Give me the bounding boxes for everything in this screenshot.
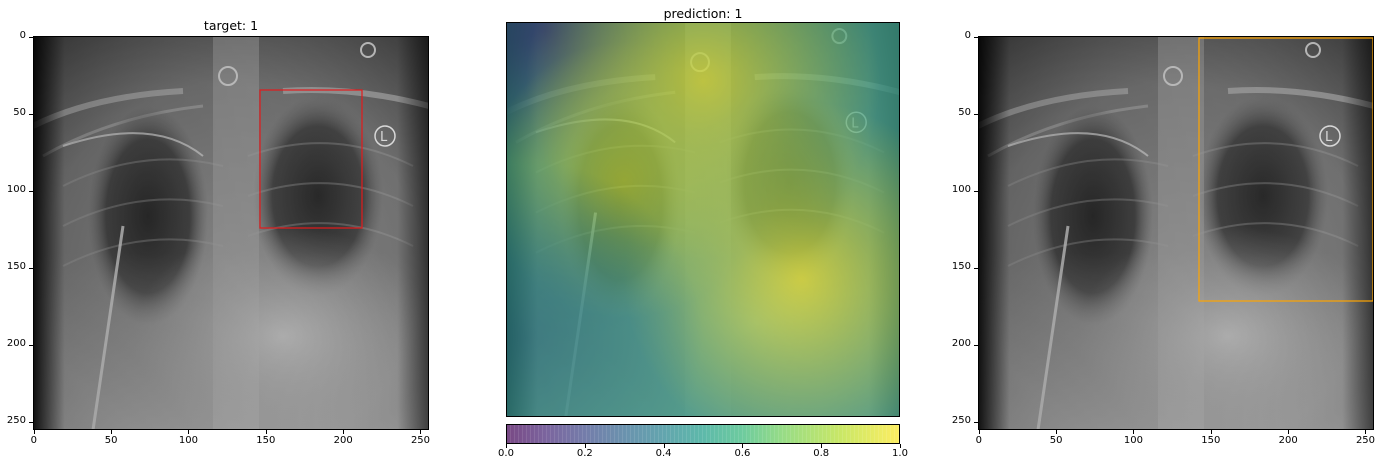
y-tick-label-output: 200: [951, 337, 971, 349]
xray-svg-output: [978, 36, 1374, 430]
y-tick-label-target: 0: [19, 29, 26, 41]
x-tick-mark-output: [1133, 430, 1135, 434]
y-tick-mark-output: [974, 421, 978, 423]
x-tick-label-output: 250: [1355, 435, 1376, 446]
colorbar-tick-mark: [506, 444, 507, 448]
y-tick-mark-target: [29, 421, 33, 423]
x-tick-mark-output: [1210, 430, 1212, 434]
y-tick-mark-target: [29, 267, 33, 269]
y-tick-mark-output: [974, 190, 978, 192]
y-tick-mark-output: [974, 344, 978, 346]
x-tick-label-output: 100: [1123, 435, 1143, 446]
y-tick-label-target: 250: [6, 414, 26, 426]
x-tick-mark-output: [1365, 430, 1367, 434]
y-tick-label-output: 100: [951, 183, 971, 195]
y-tick-label-output: 0: [964, 29, 971, 41]
colorbar-tick-label: 0.8: [813, 448, 830, 459]
x-tick-mark-target: [111, 430, 113, 434]
colorbar-tick-mark: [821, 444, 823, 448]
x-tick-mark-target: [265, 430, 267, 434]
x-tick-label-target: 50: [104, 435, 118, 446]
x-tick-mark-output: [1288, 430, 1290, 434]
y-tick-mark-target: [29, 36, 33, 38]
x-tick-mark-target: [420, 430, 422, 434]
colorbar-tick-label: 0.6: [734, 448, 751, 459]
xray-svg-target: [33, 36, 429, 430]
x-tick-label-target: 0: [30, 435, 37, 446]
colorbar: [506, 424, 900, 444]
x-tick-label-target: 150: [256, 435, 276, 446]
colorbar-tick-mark: [584, 444, 586, 448]
x-tick-mark-target: [188, 430, 190, 434]
colorbar-tick-mark: [900, 444, 901, 448]
colorbar-tick-label: 0.4: [655, 448, 672, 459]
y-tick-mark-target: [29, 113, 33, 115]
y-tick-label-target: 100: [6, 183, 26, 195]
y-tick-label-output: 50: [958, 106, 971, 118]
y-tick-label-target: 50: [13, 106, 26, 118]
panel-title-prediction: prediction: 1: [663, 6, 743, 21]
target-bounding-box: [259, 89, 363, 229]
y-tick-label-target: 200: [6, 337, 26, 349]
x-tick-label-output: 0: [975, 435, 982, 446]
y-tick-label-output: 250: [951, 414, 971, 426]
x-tick-mark-target: [343, 430, 345, 434]
x-tick-label-target: 250: [410, 435, 431, 446]
heatmap-image: [506, 22, 900, 417]
x-tick-label-output: 50: [1049, 435, 1063, 446]
x-tick-label-target: 200: [333, 435, 353, 446]
xray-image-target: [33, 36, 429, 430]
x-tick-mark-output: [1056, 430, 1058, 434]
x-tick-label-output: 150: [1201, 435, 1221, 446]
y-tick-label-target: 150: [6, 260, 26, 272]
x-tick-mark-output: [978, 430, 980, 434]
y-tick-mark-output: [974, 267, 978, 269]
colorbar-tick-mark: [742, 444, 744, 448]
panel-title-target: target: 1: [203, 18, 259, 33]
y-tick-label-output: 150: [951, 260, 971, 272]
xray-image-output: [978, 36, 1374, 430]
y-tick-mark-output: [974, 36, 978, 38]
colorbar-tick-label: 1.0: [892, 448, 908, 459]
y-tick-mark-target: [29, 344, 33, 346]
colorbar-tick-mark: [663, 444, 665, 448]
attention-overlay: [506, 22, 900, 417]
y-tick-mark-output: [974, 113, 978, 115]
x-tick-label-output: 200: [1278, 435, 1298, 446]
x-tick-mark-target: [33, 430, 35, 434]
x-tick-label-target: 100: [178, 435, 198, 446]
y-tick-mark-target: [29, 190, 33, 192]
heatmap-svg: [506, 22, 900, 417]
colorbar-tick-label: 0.0: [498, 448, 514, 459]
colorbar-tick-label: 0.2: [576, 448, 593, 459]
